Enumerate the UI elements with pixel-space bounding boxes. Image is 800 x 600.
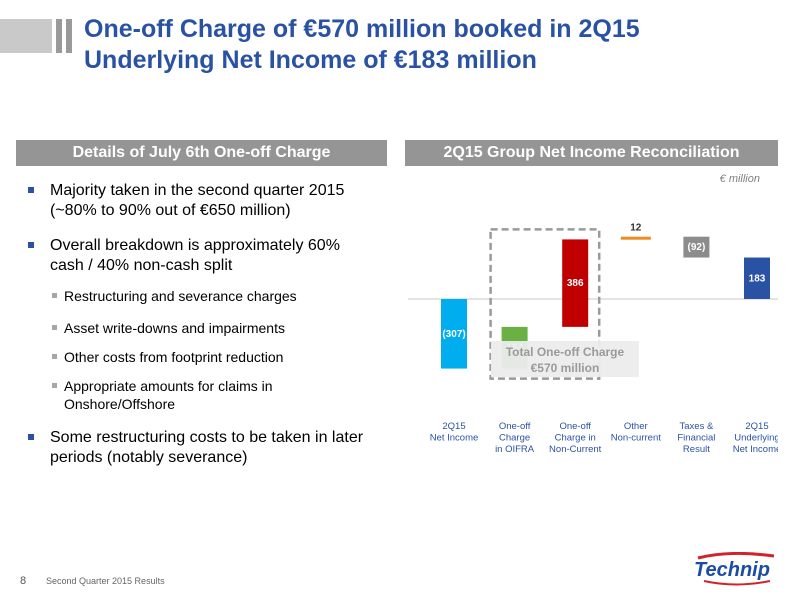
chart-unit-label: € million — [720, 173, 760, 185]
waterfall-value-label-6: 183 — [749, 273, 766, 284]
sub-bullet-footprint: Other costs from footprint reduction — [28, 348, 378, 366]
bullet-breakdown: Overall breakdown is approximately 60% c… — [28, 236, 378, 276]
waterfall-bar-6 — [744, 257, 770, 299]
title-line-1: One-off Charge of €570 million booked in… — [84, 15, 640, 43]
waterfall-bar-3 — [562, 239, 589, 327]
title-line-2: Underlying Net Income of €183 million — [84, 46, 537, 74]
waterfall-value-label-1: (307) — [442, 329, 465, 340]
category-label-4: Other Non-current — [611, 421, 662, 444]
reconciliation-panel-header: 2Q15 Group Net Income Reconciliation — [405, 140, 778, 166]
category-label-6: 2Q15 Underlying Net Income — [733, 421, 778, 455]
one-off-callout-line-1: Total One-off Charge — [506, 345, 625, 359]
sub-bullet-write-downs: Asset write-downs and impairments — [28, 319, 378, 337]
bullet-later-periods: Some restructuring costs to be taken in … — [28, 428, 378, 468]
category-label-3: One-off Charge in Non-Current — [549, 421, 602, 455]
sub-bullet-claims: Appropriate amounts for claims in Onshor… — [28, 377, 378, 413]
details-bullet-list: Majority taken in the second quarter 201… — [28, 181, 378, 483]
one-off-callout-box — [490, 341, 639, 377]
category-label-5: Taxes & Financial Result — [677, 421, 715, 455]
page-number: 8 — [20, 575, 27, 587]
details-panel-header: Details of July 6th One-off Charge — [16, 140, 387, 166]
one-off-highlight-box — [489, 228, 601, 380]
category-label-1: 2Q15 Net Income — [430, 421, 479, 444]
technip-logo: Technip — [694, 552, 775, 586]
waterfall-value-label-4: 12 — [630, 223, 642, 234]
bullet-majority: Majority taken in the second quarter 201… — [28, 181, 378, 221]
category-label-2: One-off Charge in OIFRA — [495, 421, 535, 455]
waterfall-bar-1 — [441, 299, 467, 369]
page-title: One-off Charge of €570 million booked in… — [84, 14, 784, 76]
waterfall-value-label-5: (92) — [688, 242, 706, 253]
title-stripes-decoration — [0, 19, 72, 53]
footer-text: Second Quarter 2015 Results — [46, 576, 165, 586]
sub-bullet-restructuring: Restructuring and severance charges — [28, 287, 378, 305]
svg-text:Technip: Technip — [694, 559, 770, 581]
waterfall-bar-5 — [683, 236, 710, 258]
waterfall-bar-4 — [620, 236, 651, 240]
waterfall-value-label-3: 386 — [567, 278, 584, 289]
one-off-callout-line-2: €570 million — [531, 361, 600, 375]
